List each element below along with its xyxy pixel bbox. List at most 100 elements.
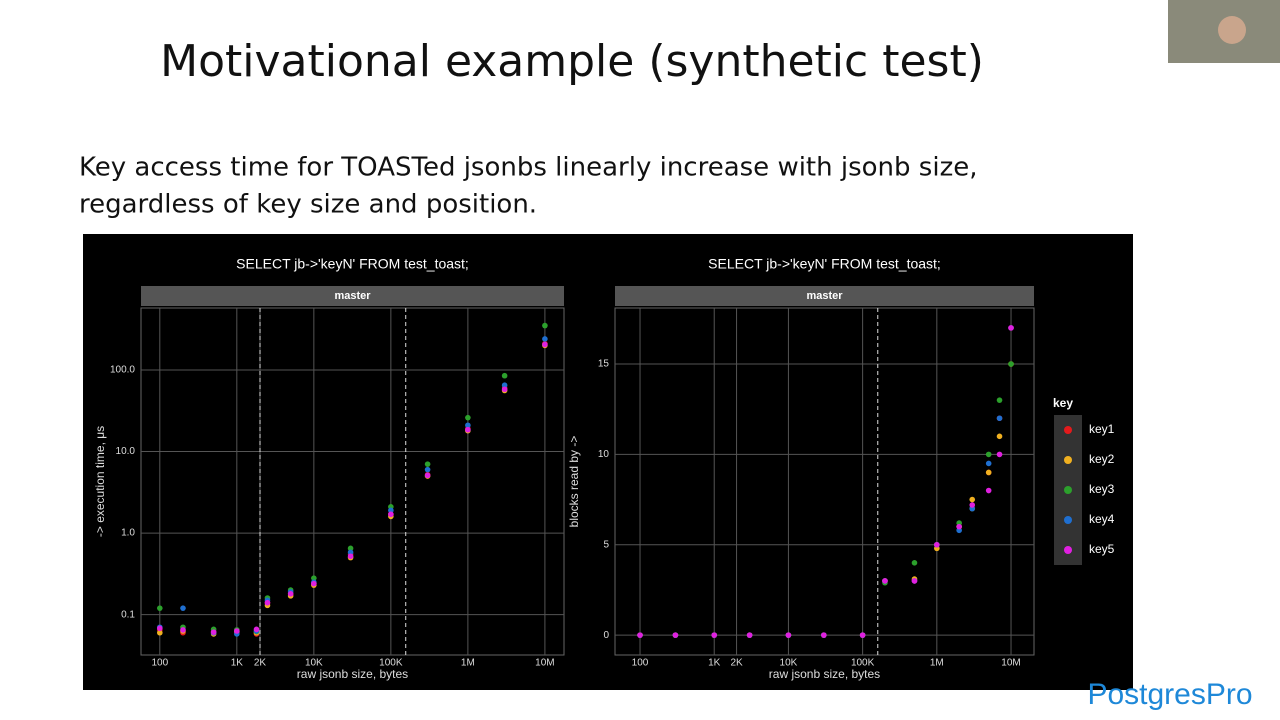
y-tick-label: 10	[598, 449, 610, 460]
data-point	[672, 632, 679, 638]
y-tick-label: 15	[598, 359, 610, 370]
data-point	[347, 545, 354, 552]
x-tick-label: 1M	[461, 658, 475, 669]
facet-strip	[615, 286, 1034, 306]
data-point	[501, 382, 508, 389]
data-point	[542, 341, 548, 348]
body-text: regardless of key size and position.	[79, 190, 537, 220]
x-tick-label: 100K	[851, 658, 875, 669]
data-point	[264, 599, 271, 606]
webcam-person	[1218, 16, 1246, 44]
x-tick-label: 1K	[708, 658, 721, 669]
chart-title: SELECT jb->'keyN' FROM test_toast;	[708, 256, 941, 272]
x-tick-label: 100K	[379, 658, 403, 669]
facet-label: master	[806, 290, 843, 302]
data-point	[465, 414, 471, 421]
data-point	[542, 322, 548, 329]
facet-label: master	[334, 290, 371, 302]
x-tick-label: 1K	[231, 658, 244, 669]
logo: PostgresPro	[1087, 678, 1252, 711]
data-point	[985, 487, 992, 494]
data-point	[985, 451, 992, 458]
y-axis-label: blocks read by ->	[567, 436, 581, 528]
data-point	[347, 553, 354, 560]
data-point	[501, 372, 508, 379]
data-point	[465, 422, 471, 429]
plot-background	[614, 307, 1035, 656]
data-point	[785, 632, 792, 638]
data-point	[501, 386, 508, 393]
x-tick-label: 10K	[780, 658, 798, 669]
data-point	[969, 496, 976, 503]
legend-label: key5	[1089, 542, 1115, 556]
data-point	[996, 397, 1003, 403]
data-point	[542, 336, 548, 342]
data-point	[746, 632, 753, 638]
legend-label: key2	[1089, 452, 1115, 466]
y-tick-label: 100.0	[110, 365, 135, 376]
x-tick-label: 100	[632, 658, 649, 669]
x-tick-label: 2K	[254, 658, 267, 669]
data-point	[882, 578, 888, 584]
data-point	[934, 541, 940, 548]
data-point	[711, 632, 718, 638]
data-point	[956, 523, 962, 530]
y-axis-label: -> execution time, μs	[93, 426, 107, 537]
data-point	[465, 426, 471, 433]
y-tick-label: 0.1	[121, 609, 135, 620]
facet-strip	[141, 286, 564, 306]
data-point	[996, 433, 1003, 440]
legend-swatch	[1064, 426, 1072, 434]
y-tick-label: 0	[603, 630, 609, 641]
x-tick-label: 10K	[305, 658, 323, 669]
y-tick-label: 1.0	[121, 528, 135, 539]
x-tick-label: 10M	[535, 658, 554, 669]
plot-background	[140, 307, 565, 656]
legend-swatch	[1064, 516, 1072, 524]
data-point	[1008, 325, 1014, 331]
slide-title: Motivational example (synthetic test)	[160, 36, 984, 87]
data-point	[157, 629, 163, 636]
data-point	[911, 578, 918, 584]
x-tick-label: 10M	[1001, 658, 1020, 669]
x-tick-label: 1M	[930, 658, 944, 669]
x-axis-label: raw jsonb size, bytes	[769, 667, 880, 681]
data-point	[311, 575, 317, 581]
data-point	[969, 502, 976, 508]
legend-swatch	[1064, 486, 1072, 494]
chart-title: SELECT jb->'keyN' FROM test_toast;	[236, 256, 469, 272]
body-text: Key access time for TOASTed jsonbs linea…	[79, 153, 977, 183]
data-point	[996, 451, 1003, 458]
data-point	[821, 632, 827, 638]
data-point	[388, 511, 394, 518]
data-point	[180, 605, 186, 611]
legend-label: key1	[1089, 422, 1115, 436]
data-point	[287, 591, 294, 597]
x-axis-label: raw jsonb size, bytes	[297, 667, 408, 681]
data-point	[388, 507, 394, 514]
data-point	[996, 415, 1003, 422]
data-point	[210, 629, 217, 635]
data-point	[985, 460, 992, 467]
legend-title: key	[1053, 396, 1073, 410]
data-point	[311, 580, 317, 587]
y-tick-label: 10.0	[116, 446, 136, 457]
x-tick-label: 2K	[730, 658, 743, 669]
data-point	[424, 461, 431, 467]
data-point	[180, 627, 186, 633]
x-tick-label: 100	[151, 658, 168, 669]
data-point	[253, 626, 260, 633]
data-point	[424, 466, 431, 473]
data-point	[911, 560, 918, 566]
data-point	[985, 469, 992, 476]
legend-label: key3	[1089, 482, 1115, 496]
data-point	[424, 472, 431, 479]
legend-swatch	[1064, 546, 1072, 554]
data-point	[859, 632, 866, 638]
y-tick-label: 5	[603, 539, 609, 550]
data-point	[234, 628, 240, 634]
data-point	[347, 549, 354, 556]
data-point	[157, 605, 163, 611]
data-point	[1008, 361, 1014, 367]
